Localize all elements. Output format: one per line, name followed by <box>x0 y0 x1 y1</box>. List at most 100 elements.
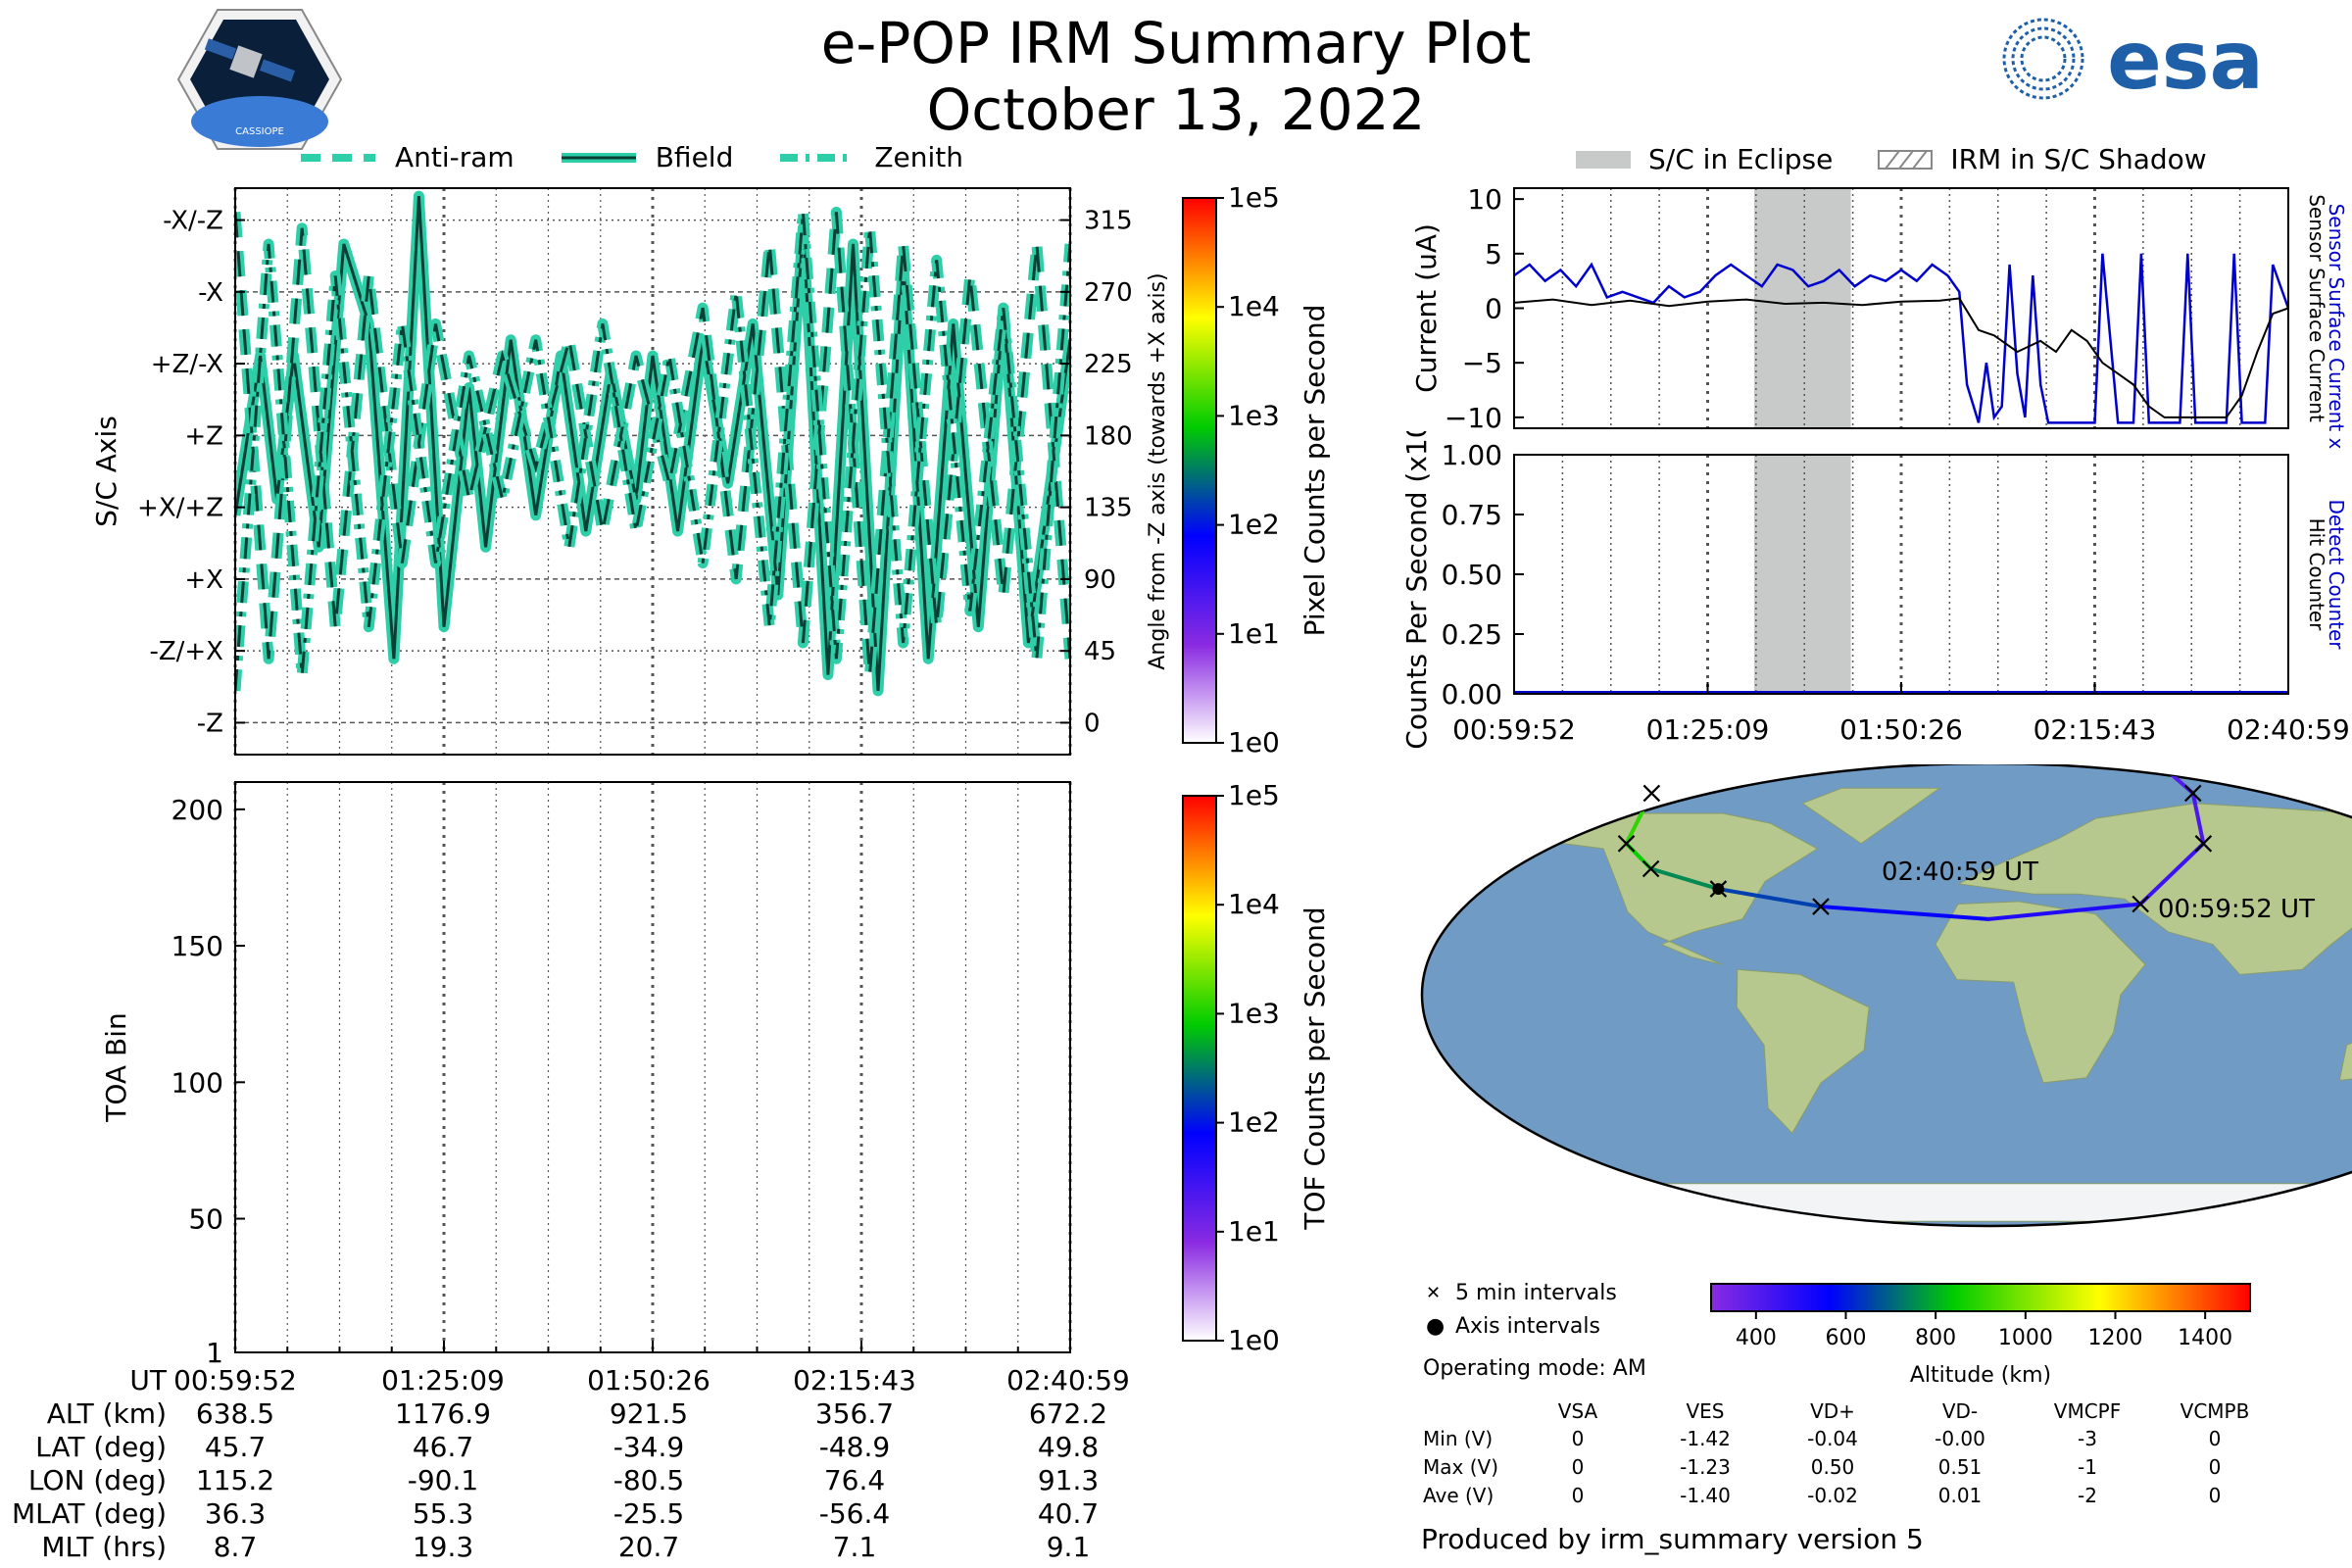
current-plot-area <box>1514 188 2288 428</box>
continent <box>1736 968 1870 1135</box>
orbit-table-cell: -56.4 <box>818 1497 891 1530</box>
x-tick-label: 01:25:09 <box>1646 713 1770 746</box>
orbit-map: 02:40:59 UT 00:59:52 UT <box>1420 764 2352 1228</box>
orbit-table-row-label: MLAT (deg) <box>11 1497 167 1530</box>
dot-marker-icon: ● <box>1426 1313 1446 1339</box>
orbit-table-cell: 01:25:09 <box>381 1364 505 1396</box>
tick-label: −10 <box>1445 402 1502 434</box>
legend-5min: 5 min intervals <box>1455 1280 1617 1305</box>
counts-plot-area <box>1514 455 2288 694</box>
y-right-tick-label: 45 <box>1084 637 1116 666</box>
colorbar-tick-label: 1e5 <box>1228 181 1280 214</box>
voltage-table-cell: 0 <box>2208 1455 2222 1479</box>
orbit-table-cell: 1176.9 <box>395 1397 491 1430</box>
page-title: e-POP IRM Summary Plot <box>820 10 1532 76</box>
orbit-table-cell: 115.2 <box>195 1464 275 1496</box>
voltage-table-cell: -3 <box>2078 1427 2097 1450</box>
colorbar-label: Pixel Counts per Second <box>1298 305 1331 637</box>
orbit-table-cell: 76.4 <box>823 1464 886 1496</box>
orbit-table-cell: 672.2 <box>1028 1397 1108 1430</box>
orbit-table-cell: 49.8 <box>1037 1431 1100 1463</box>
orbit-table-cell: -90.1 <box>407 1464 479 1496</box>
orbit-table-cell: 01:50:26 <box>587 1364 710 1396</box>
orbit-table-row-label: LAT (deg) <box>35 1431 167 1463</box>
legend-zenith: Zenith <box>780 141 964 173</box>
tick-label: 0 <box>1485 293 1502 325</box>
legend-shadow: IRM in S/C Shadow <box>1878 143 2207 175</box>
y-right-tick-label: 180 <box>1084 421 1133 451</box>
y-right-tick-label: 135 <box>1084 494 1133 523</box>
colorbar-tick-label: 1e4 <box>1228 290 1280 322</box>
altitude-colorbar: 400 600 800 1000 1200 1400 Altitude (km) <box>1710 1283 2251 1388</box>
tick-label: -X <box>198 278 223 308</box>
eclipse-band <box>1753 455 1851 694</box>
voltage-table-cell: 0 <box>2208 1427 2222 1450</box>
orbit-table-cell: 91.3 <box>1037 1464 1100 1496</box>
orbit-table-cell: 40.7 <box>1037 1497 1100 1530</box>
cassiope-logo-text: CASSIOPE <box>235 126 284 137</box>
continent <box>1801 787 1941 845</box>
orbit-table-cell: 7.1 <box>832 1531 877 1563</box>
tick-label: -X/-Z <box>163 207 223 236</box>
continent <box>1524 812 1819 965</box>
track-segment <box>1986 902 2143 921</box>
y-axis-label: Current (uA) <box>1410 223 1443 393</box>
voltage-table-row: Ave (V) 0 -1.40 -0.02 0.01 -2 0 <box>1421 1484 2283 1512</box>
colorbar-tick-label: 1e0 <box>1228 726 1280 759</box>
voltage-table-header-cell: VCMPB <box>2180 1399 2250 1423</box>
orbit-table-row-label: MLT (hrs) <box>41 1531 167 1563</box>
colorbar-tick-label: 1e4 <box>1228 888 1280 920</box>
orbit-table-cell: 02:40:59 <box>1006 1364 1130 1396</box>
continent <box>2338 1024 2352 1092</box>
colorbar-tick-label: 1e0 <box>1228 1324 1280 1356</box>
orbit-table-row: MLAT (deg) 36.3 55.3 -25.5 -56.4 40.7 <box>0 1497 1176 1531</box>
voltage-table-cell: -1 <box>2078 1455 2097 1479</box>
esa-logo-text: esa <box>2107 15 2264 108</box>
map-label-start: 00:59:52 UT <box>2158 895 2315 924</box>
tick-label: 5 <box>1485 238 1502 270</box>
orbit-table-cell: -34.9 <box>612 1431 685 1463</box>
interval-marker <box>2194 835 2213 853</box>
tick-label: 1 <box>206 1337 223 1369</box>
track-segment <box>1818 905 1990 921</box>
x-tick-label: 02:40:59 <box>2227 713 2350 746</box>
voltage-table-cell: 0 <box>2208 1484 2222 1507</box>
colorbar-label: TOF Counts per Second <box>1298 906 1331 1230</box>
voltage-table-cell: -0.02 <box>1807 1484 1858 1507</box>
page-date: October 13, 2022 <box>926 76 1426 143</box>
y-right-tick-label: 270 <box>1084 278 1133 308</box>
tick-label: 1.00 <box>1442 439 1502 471</box>
orbit-table-row: ALT (km) 638.5 1176.9 921.5 356.7 672.2 <box>0 1397 1176 1431</box>
orbit-table-row: MLT (hrs) 8.7 19.3 20.7 7.1 9.1 <box>0 1531 1176 1564</box>
voltage-table-cell: 0 <box>1571 1455 1585 1479</box>
tick-label: 150 <box>172 930 223 962</box>
colorbar-tick-label: 600 <box>1826 1326 1867 1350</box>
tick-label: 50 <box>188 1203 223 1236</box>
colorbar-tick-label: 1e3 <box>1228 997 1280 1029</box>
pixel-colorbar <box>1182 197 1217 744</box>
axis-marker <box>1712 883 1725 896</box>
tick-label: 0.00 <box>1442 678 1502 710</box>
tick-label: −5 <box>1462 347 1502 379</box>
y-right-tick-label: 0 <box>1084 709 1101 738</box>
voltage-table-cell: 0 <box>1571 1484 1585 1507</box>
colorbar-tick-label: 800 <box>1915 1326 1956 1350</box>
colorbar-tick-label: 1e1 <box>1228 1215 1280 1248</box>
interval-marker <box>1617 835 1636 853</box>
voltage-table-header-cell: VMCPF <box>2053 1399 2122 1423</box>
colorbar-tick-label: 1e2 <box>1228 509 1280 541</box>
orbit-table-cell: 55.3 <box>412 1497 474 1530</box>
tick-label: -Z/+X <box>149 637 223 666</box>
voltage-table-row-label: Min (V) <box>1423 1427 1494 1450</box>
voltage-table-header-cell: VSA <box>1557 1399 1598 1423</box>
y-right-tick-label: 225 <box>1084 350 1133 379</box>
counts-chart: 0.00 0.25 0.50 0.75 1.00 00:59:52 01:25:09 01:5… <box>1400 431 2350 750</box>
tick-label: +Z <box>184 421 223 451</box>
antarctica <box>1520 1183 2352 1222</box>
voltage-table-cell: -1.23 <box>1680 1455 1731 1479</box>
map-layer <box>1422 764 2352 1226</box>
voltage-table-cell: -0.00 <box>1935 1427 1985 1450</box>
track-segment <box>2190 791 2206 846</box>
legend-antiram: Anti-ram <box>301 141 514 173</box>
